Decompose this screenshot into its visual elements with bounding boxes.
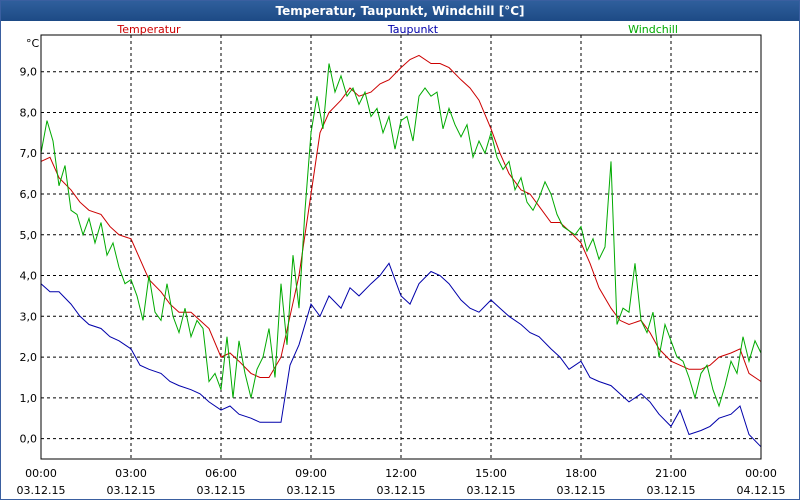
legend-label-taupunkt: Taupunkt [387,23,439,36]
series-lines [40,54,762,448]
x-tick-date-label: 03.12.15 [557,484,606,497]
x-tick-time-label: 09:00 [295,467,327,480]
series-line-windchill [40,63,762,408]
x-tick-date-label: 03.12.15 [107,484,156,497]
line-chart: 0,0 1,0 2,0 3,0 4,0 5,0 6,0 7,0 8,0 9,0 00:00 03.1… [17,23,786,497]
x-tick-date-label: 04.12.15 [737,484,786,497]
legend-label-windchill: Windchill [628,23,678,36]
x-tick-time-label: 21:00 [655,467,687,480]
series-line-temperatur [40,54,762,382]
y-tick-label: 6,0 [20,188,38,201]
x-tick-date-label: 03.12.15 [197,484,246,497]
grid-lines [41,35,761,459]
y-tick-label: 8,0 [20,106,38,119]
x-tick-time-label: 18:00 [565,467,597,480]
y-tick-label: 7,0 [20,147,38,160]
x-tick-date-label: 03.12.15 [17,484,66,497]
x-tick-date-label: 03.12.15 [287,484,336,497]
x-tick-time-label: 00:00 [745,467,777,480]
x-axis-labels: 00:00 03.12.15 03:00 03.12.15 06:00 03.12.15 0… [17,467,786,497]
y-axis-unit: °C [26,37,40,50]
y-tick-label: 9,0 [20,66,38,79]
x-tick-date-label: 03.12.15 [647,484,696,497]
x-tick-time-label: 12:00 [385,467,417,480]
y-tick-label: 0,0 [20,433,38,446]
series-line-taupunkt [40,262,762,448]
window-title: Temperatur, Taupunkt, Windchill [°C] [1,1,799,21]
y-tick-label: 2,0 [20,351,38,364]
x-tick-time-label: 00:00 [25,467,57,480]
legend-label-temperatur: Temperatur [116,23,181,36]
y-axis-labels: 0,0 1,0 2,0 3,0 4,0 5,0 6,0 7,0 8,0 9,0 [20,66,38,446]
y-tick-label: 3,0 [20,310,38,323]
x-tick-date-label: 03.12.15 [467,484,516,497]
plot-frame [40,34,762,460]
x-tick-time-label: 06:00 [205,467,237,480]
x-tick-time-label: 15:00 [475,467,507,480]
y-tick-label: 4,0 [20,270,38,283]
legend: Temperatur Taupunkt Windchill [116,23,678,36]
x-tick-time-label: 03:00 [115,467,147,480]
y-tick-label: 5,0 [20,229,38,242]
y-tick-label: 1,0 [20,392,38,405]
x-tick-date-label: 03.12.15 [377,484,426,497]
